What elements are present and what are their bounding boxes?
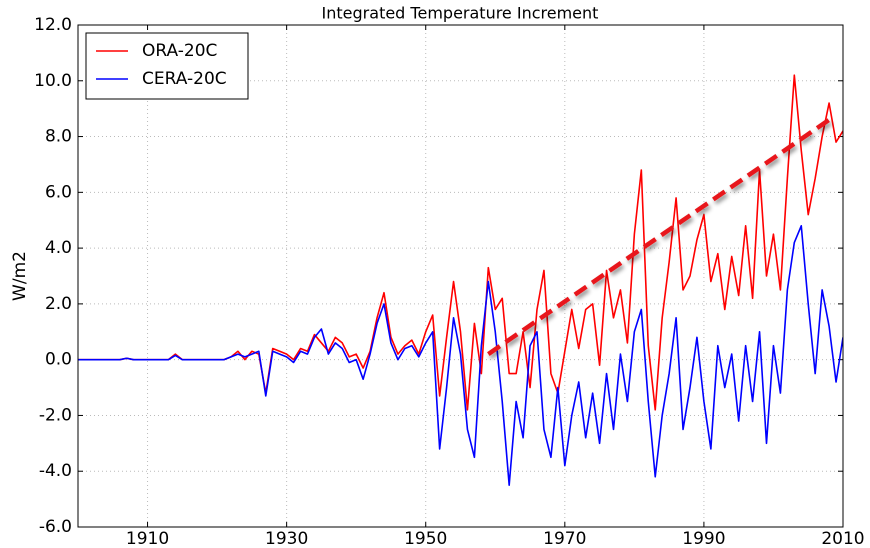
x-tick-label: 1970: [543, 529, 586, 548]
y-tick-label: 8.0: [45, 127, 72, 147]
plot-frame: [77, 24, 844, 528]
legend-box: [85, 32, 249, 100]
x-tick-label: 2010: [821, 529, 864, 548]
legend-label: ORA-20C: [142, 41, 217, 61]
y-tick-label: 2.0: [45, 294, 72, 314]
legend-label: CERA-20C: [142, 69, 227, 89]
x-tick-label: 1950: [404, 529, 447, 548]
plot-area: [78, 74, 843, 486]
y-tick-label: 4.0: [45, 238, 72, 258]
y-axis-label: W/m2: [10, 251, 30, 301]
y-tick-label: -2.0: [39, 405, 72, 425]
y-tick-label: -6.0: [39, 517, 72, 537]
y-tick-label: 6.0: [45, 182, 72, 202]
chart-title: Integrated Temperature Increment: [322, 4, 599, 23]
y-tick-label: 12.0: [34, 15, 72, 35]
trend-line: [487, 117, 831, 356]
series-line: [78, 225, 843, 486]
x-tick-label: 1910: [126, 529, 169, 548]
x-tick-label: 1930: [265, 529, 308, 548]
y-tick-label: -4.0: [39, 461, 72, 481]
y-tick-label: 10.0: [34, 71, 72, 91]
x-tick-label: 1990: [682, 529, 725, 548]
y-tick-label: 0.0: [45, 350, 72, 370]
